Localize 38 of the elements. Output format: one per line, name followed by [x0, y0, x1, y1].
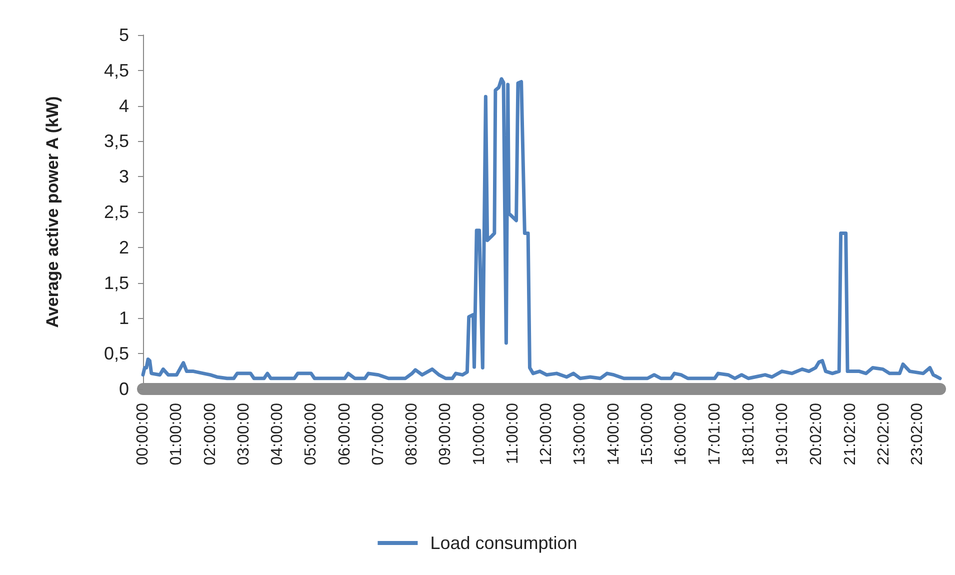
x-tick-label: 08:00:00: [404, 402, 421, 466]
x-tick-label: 10:00:00: [470, 402, 488, 466]
y-tick-label: 2,5: [104, 202, 129, 222]
x-tick-label: 02:00:00: [202, 402, 219, 466]
x-tick-label: 06:00:00: [336, 402, 354, 466]
x-tick-label: 01:00:00: [168, 402, 186, 466]
x-tick-label: 07:00:00: [370, 402, 387, 466]
x-tick-label: 12:00:00: [538, 402, 556, 466]
legend-label: Load consumption: [430, 533, 578, 553]
x-tick-label: 19:01:00: [774, 402, 792, 466]
x-tick-label: 20:02:00: [808, 402, 826, 466]
x-tick-label: 00:00:00: [134, 402, 152, 466]
x-tick-label: 21:02:00: [842, 402, 859, 466]
y-tick-label: 1: [118, 308, 129, 328]
y-tick-label: 3,5: [104, 131, 129, 152]
y-tick-label: 0,5: [104, 344, 129, 364]
x-tick-label: 18:01:00: [740, 402, 758, 466]
x-tick-label: 13:00:00: [572, 402, 589, 466]
y-tick-label: 0: [118, 379, 129, 399]
x-tick-label: 04:00:00: [269, 402, 286, 466]
line-series: [141, 77, 942, 380]
x-tick-label: 05:00:00: [302, 402, 320, 466]
x-tick-label: 17:01:00: [706, 402, 724, 466]
y-tick-label: 4: [118, 96, 129, 116]
y-tick-label: 4,5: [104, 60, 129, 80]
y-tick-label: 1,5: [104, 272, 129, 293]
y-axis-title: Average active power A (kW): [43, 96, 62, 328]
y-tick-label: 3: [118, 166, 129, 187]
x-tick-label: 14:00:00: [605, 402, 622, 466]
x-tick-label: 16:00:00: [672, 402, 690, 466]
x-tick-label: 03:00:00: [235, 402, 252, 466]
y-tick-label: 2: [118, 237, 129, 258]
x-tick-label: 11:00:00: [504, 402, 522, 464]
x-tick-label: 23:02:00: [909, 402, 926, 466]
x-tick-label: 22:02:00: [875, 402, 892, 466]
x-tick-label: 09:00:00: [437, 402, 454, 466]
x-tick-label: 15:00:00: [638, 402, 656, 466]
y-tick-label: 5: [118, 25, 129, 45]
